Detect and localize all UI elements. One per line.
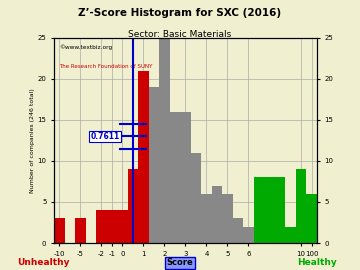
- Bar: [180, 112, 191, 243]
- Bar: [107, 210, 117, 243]
- Bar: [254, 177, 264, 243]
- Bar: [159, 38, 170, 243]
- Bar: [285, 227, 296, 243]
- Bar: [170, 112, 180, 243]
- Bar: [222, 194, 233, 243]
- Y-axis label: Number of companies (246 total): Number of companies (246 total): [30, 88, 35, 193]
- Text: Sector: Basic Materials: Sector: Basic Materials: [129, 30, 231, 39]
- Text: Score: Score: [167, 258, 193, 267]
- Bar: [264, 177, 275, 243]
- Bar: [212, 185, 222, 243]
- Bar: [149, 87, 159, 243]
- Text: Healthy: Healthy: [297, 258, 337, 267]
- Bar: [296, 169, 306, 243]
- Text: Z’-Score Histogram for SXC (2016): Z’-Score Histogram for SXC (2016): [78, 8, 282, 18]
- Text: Unhealthy: Unhealthy: [17, 258, 69, 267]
- Bar: [191, 153, 201, 243]
- Bar: [306, 194, 317, 243]
- Bar: [275, 177, 285, 243]
- Text: ©www.textbiz.org: ©www.textbiz.org: [59, 44, 112, 50]
- Bar: [96, 210, 107, 243]
- Text: 0.7611: 0.7611: [90, 132, 120, 141]
- Bar: [243, 227, 254, 243]
- Bar: [201, 194, 212, 243]
- Bar: [138, 71, 149, 243]
- Text: The Research Foundation of SUNY: The Research Foundation of SUNY: [59, 65, 153, 69]
- Bar: [127, 169, 138, 243]
- Bar: [233, 218, 243, 243]
- Bar: [54, 218, 64, 243]
- Bar: [75, 218, 86, 243]
- Bar: [117, 210, 127, 243]
